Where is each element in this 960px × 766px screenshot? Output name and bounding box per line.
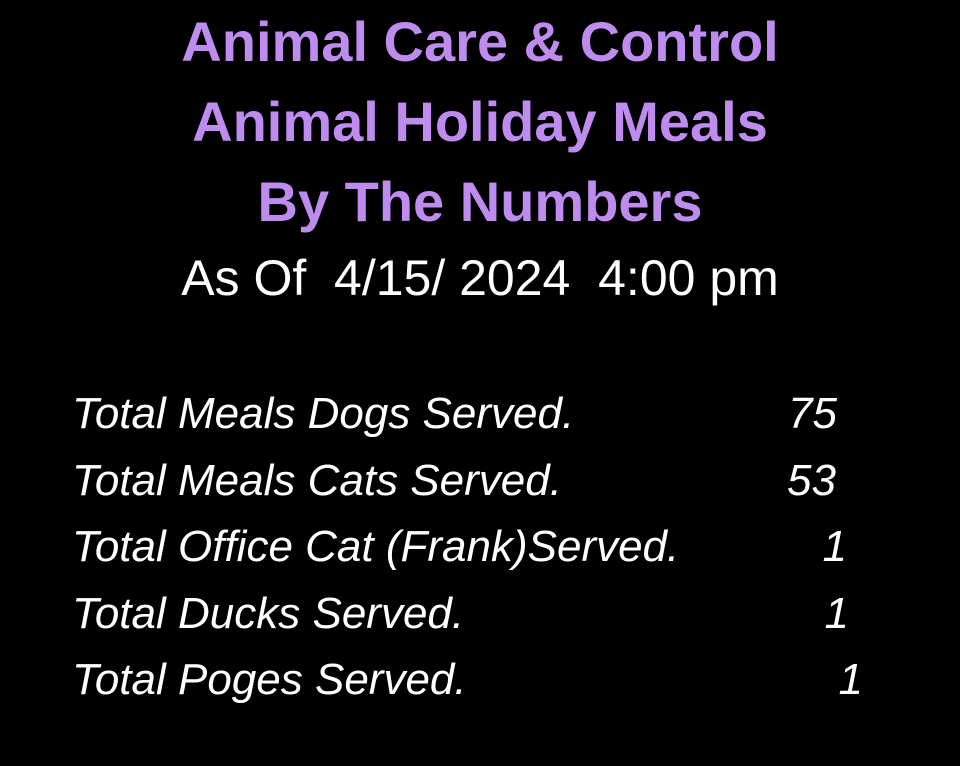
stat-value: 75 (788, 389, 837, 438)
as-of-timestamp: As Of 4/15/ 2024 4:00 pm (181, 250, 779, 306)
stat-label: Total Ducks Served. (72, 588, 465, 638)
stat-label: Total Poges Served. (72, 655, 467, 704)
stat-label: Total Meals Cats Served. (72, 455, 562, 505)
stat-row-ducks: Total Ducks Served. 1 (72, 581, 863, 648)
stat-row-office-cat: Total Office Cat (Frank)Served. 1 (72, 514, 863, 581)
stat-value: 53 (787, 455, 836, 505)
title-line-3: By The Numbers (257, 170, 703, 233)
stat-label: Total Office Cat (Frank)Served. (72, 522, 680, 571)
stat-value: 1 (838, 655, 863, 704)
poster-header: Animal Care & Control Animal Holiday Mea… (0, 0, 960, 313)
title-line-1: Animal Care & Control (181, 10, 779, 73)
stat-row-poges: Total Poges Served. 1 (72, 647, 863, 714)
stat-value: 1 (824, 588, 849, 638)
stat-label: Total Meals Dogs Served. (72, 389, 575, 438)
stat-value: 1 (822, 522, 847, 571)
title-line-2: Animal Holiday Meals (192, 90, 768, 153)
stats-list: Total Meals Dogs Served. 75 Total Meals … (0, 381, 960, 714)
stat-row-cats: Total Meals Cats Served. 53 (72, 448, 863, 515)
stat-row-dogs: Total Meals Dogs Served. 75 (72, 381, 863, 448)
